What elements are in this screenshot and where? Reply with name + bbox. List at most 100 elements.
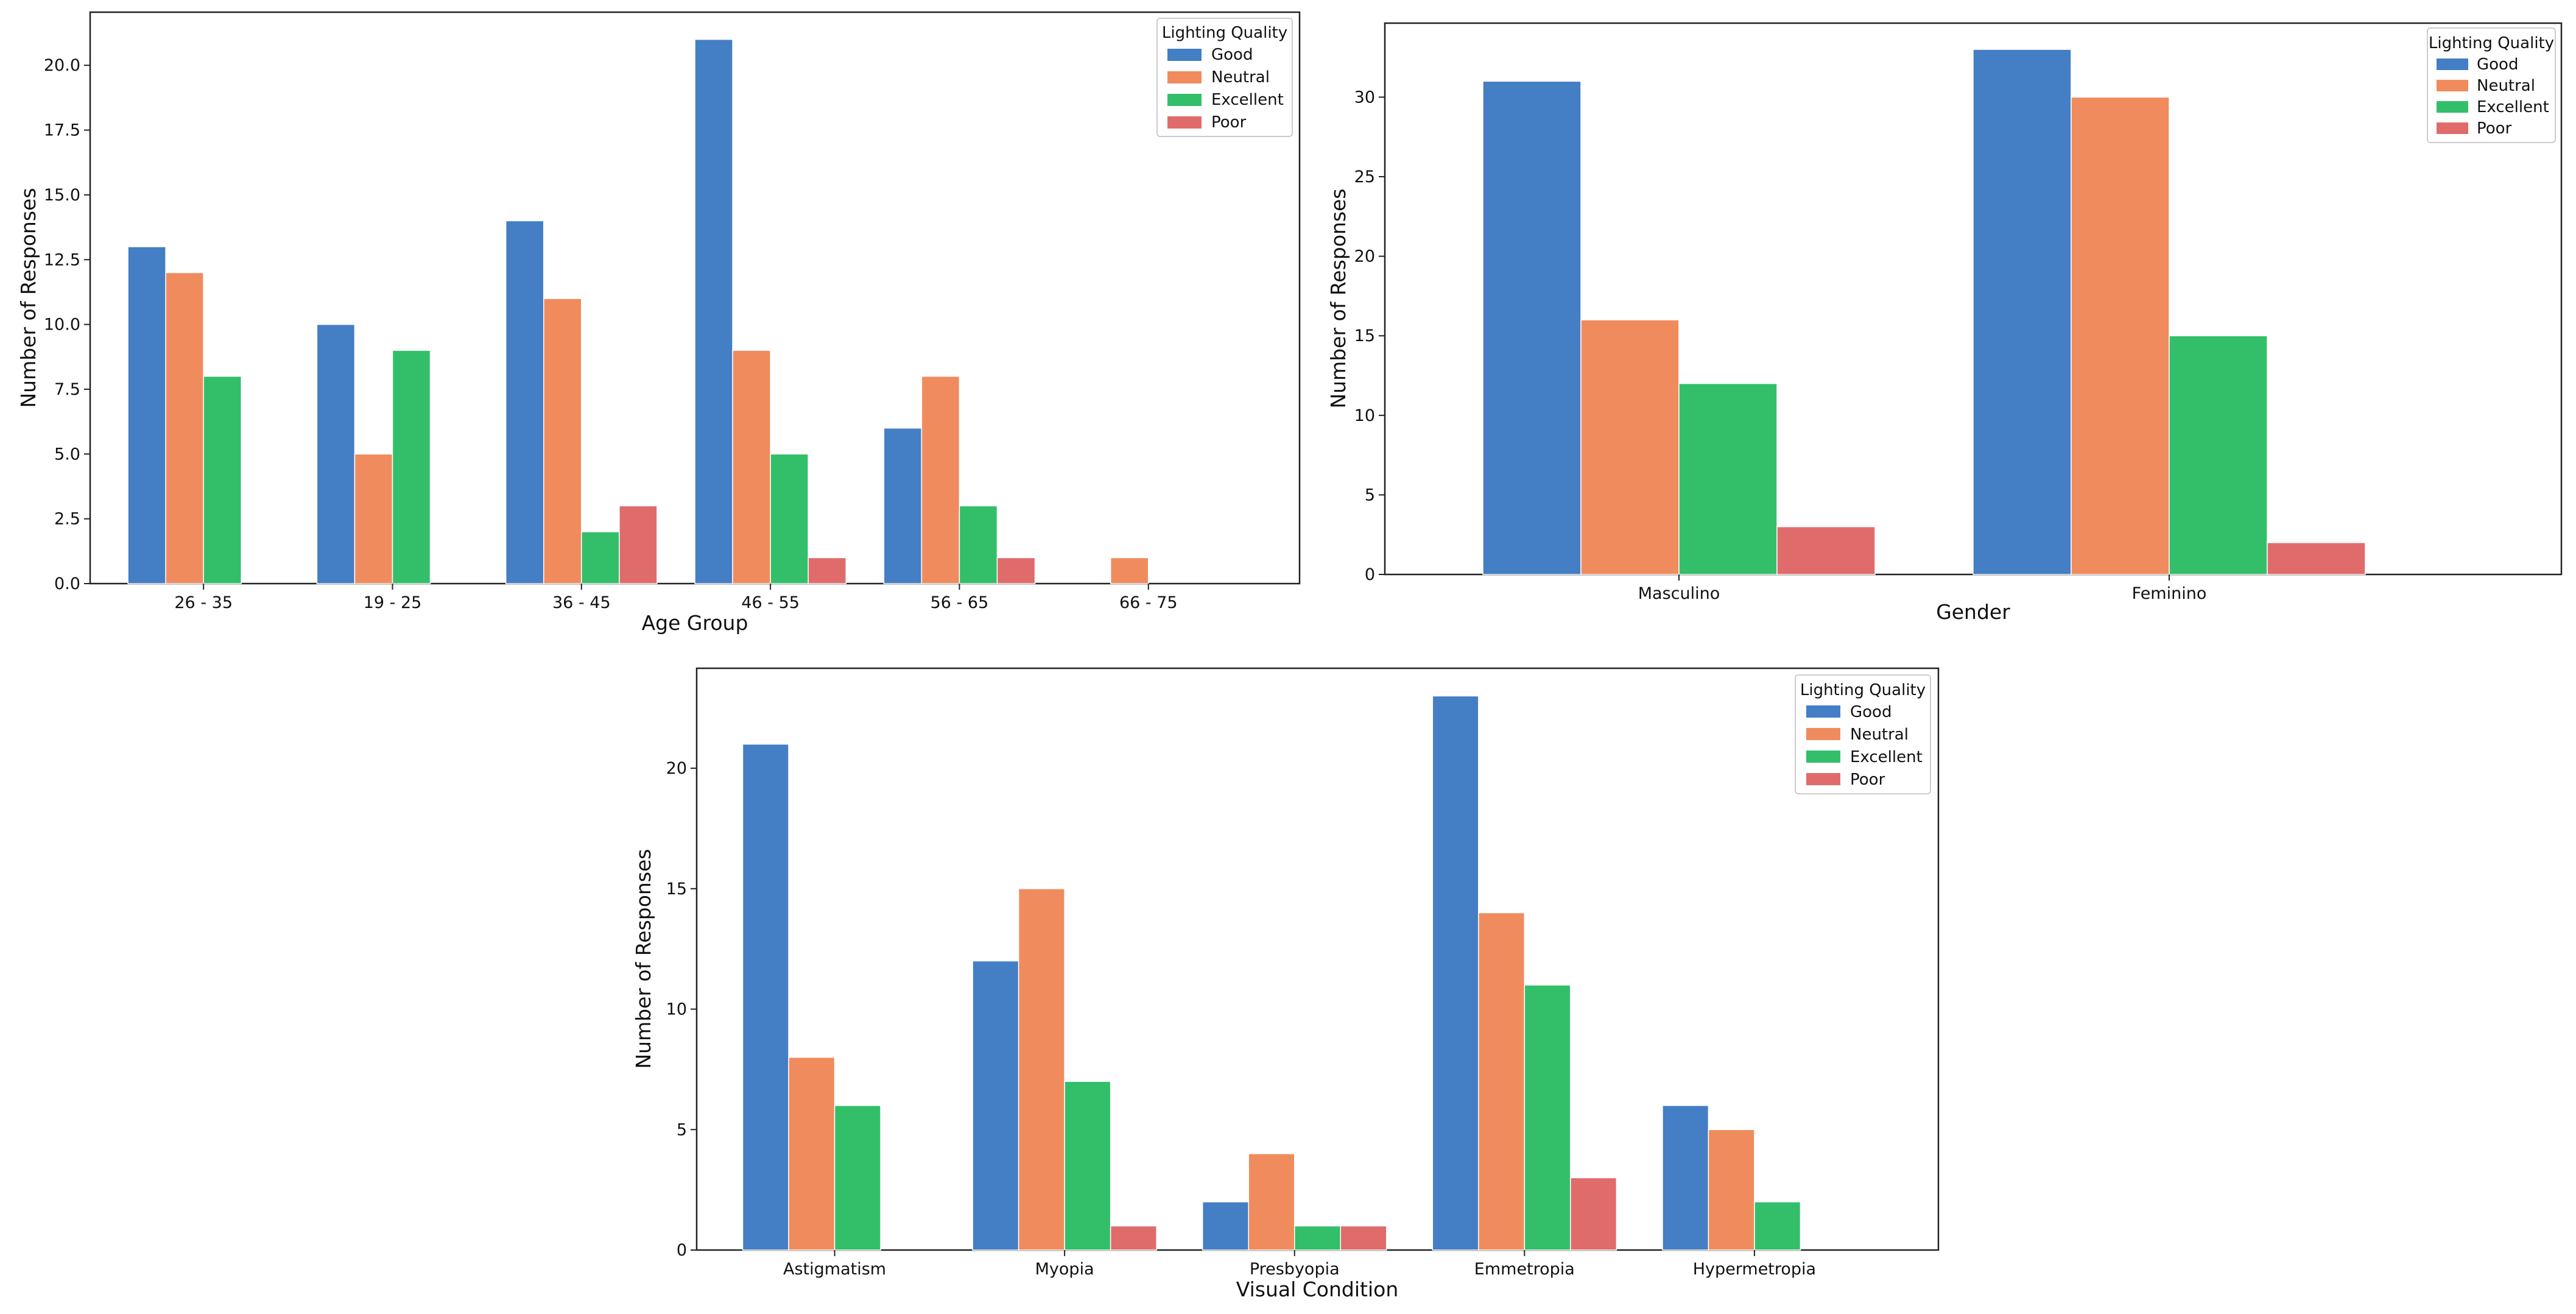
y-tick-label: 20.0	[44, 56, 80, 75]
bar-excellent-56-65	[959, 505, 998, 584]
bar-excellent-26-35	[203, 375, 242, 584]
bar-good-26-35	[127, 246, 166, 584]
y-tick-label: 10.0	[44, 316, 80, 334]
x-tick-label: Emmetropia	[1474, 1260, 1575, 1279]
y-tick-label: 15	[1354, 327, 1375, 345]
bar-neutral-masculino	[1580, 319, 1680, 575]
bar-neutral-66-75	[1110, 557, 1149, 584]
legend-label-neutral: Neutral	[1850, 726, 1909, 744]
x-axis: Astigmatism Myopia Presbyopia Emmetropia Hyp…	[783, 1250, 1816, 1279]
legend-label-excellent: Excellent	[1850, 748, 1923, 766]
y-tick-label: 0	[677, 1241, 687, 1260]
bar-neutral-36-45	[543, 298, 582, 584]
bar-good-hypermetropia	[1662, 1104, 1709, 1251]
bar-good-presbyopia	[1202, 1201, 1249, 1251]
y-tick-label: 5.0	[54, 445, 80, 464]
legend-title: Lighting Quality	[1162, 24, 1287, 42]
bar-excellent-presbyopia	[1293, 1225, 1342, 1251]
y-tick-label: 30	[1354, 88, 1375, 107]
bar-poor-presbyopia	[1340, 1225, 1387, 1251]
bar-poor-56-65	[996, 557, 1036, 584]
bar-excellent-hypermetropia	[1754, 1201, 1801, 1251]
legend-label-good: Good	[1211, 46, 1253, 64]
y-axis-label: Number of Responses	[632, 849, 655, 1069]
legend: Lighting Quality Good Neutral Excellent …	[2427, 27, 2556, 143]
bar-excellent-19-25	[392, 350, 431, 584]
bar-good-masculino	[1482, 80, 1582, 575]
chart-gender: 0 5 10 15 20 25 30 Masculino Feminino Gender Nu…	[1326, 22, 2563, 624]
bar-neutral-presbyopia	[1248, 1153, 1295, 1251]
bar-good-46-55	[694, 38, 733, 584]
bar-excellent-emmetropia	[1524, 984, 1571, 1251]
legend-label-excellent: Excellent	[1211, 91, 1284, 109]
bars	[742, 695, 1801, 1251]
x-tick-label: 56 - 65	[931, 593, 989, 612]
legend-swatch-excellent	[1806, 751, 1840, 763]
legend-box	[1795, 674, 1931, 794]
legend: Lighting Quality Good Neutral Excellent …	[1156, 18, 1293, 137]
bars	[1482, 49, 2366, 575]
bar-good-astigmatism	[742, 743, 789, 1251]
legend-label-poor: Poor	[2477, 119, 2512, 138]
y-tick-label: 15.0	[44, 186, 80, 205]
x-tick-label: 26 - 35	[174, 593, 233, 612]
legend-swatch-good	[1167, 49, 1202, 61]
chart-visual-condition: 0 5 10 15 20 Astigmatism Myopia Presbyopia Emme…	[632, 667, 1940, 1301]
y-tick-label: 25	[1354, 168, 1375, 186]
bar-neutral-emmetropia	[1478, 912, 1526, 1251]
y-tick-label: 5	[1365, 486, 1375, 504]
y-tick-label: 2.5	[54, 510, 80, 529]
chart-age-group: 0.0 2.5 5.0 7.5 10.0 12.5 15.0 17.5 20.0 26 - 35…	[16, 11, 1301, 635]
bar-neutral-19-25	[354, 453, 393, 584]
y-axis: 0 5 10 15 20	[666, 759, 697, 1260]
y-tick-label: 12.5	[44, 250, 80, 269]
legend-box	[1156, 18, 1293, 137]
bar-neutral-astigmatism	[788, 1056, 836, 1251]
legend: Lighting Quality Good Neutral Excellent …	[1795, 674, 1931, 794]
bar-excellent-masculino	[1678, 383, 1778, 575]
x-axis: 26 - 35 19 - 25 36 - 45 46 - 55 56 - 65 66 - …	[174, 584, 1178, 612]
legend-label-neutral: Neutral	[2477, 77, 2535, 95]
x-axis-label: Visual Condition	[1236, 1277, 1398, 1301]
y-tick-label: 7.5	[54, 380, 80, 399]
legend-swatch-excellent	[1167, 94, 1202, 106]
bar-neutral-myopia	[1018, 888, 1065, 1251]
y-tick-label: 0	[1365, 565, 1375, 584]
legend-swatch-neutral	[1806, 728, 1840, 740]
x-tick-label: Masculino	[1638, 584, 1720, 603]
legend-swatch-poor	[2437, 122, 2468, 134]
legend-swatch-good	[2437, 58, 2468, 70]
x-tick-label: Hypermetropia	[1693, 1260, 1816, 1279]
bar-good-36-45	[505, 220, 544, 584]
x-tick-label: 66 - 75	[1119, 593, 1178, 612]
x-tick-label: Astigmatism	[783, 1260, 886, 1279]
bar-good-emmetropia	[1432, 695, 1479, 1251]
y-tick-label: 10	[1354, 406, 1375, 425]
legend-title: Lighting Quality	[2429, 34, 2554, 52]
legend-label-excellent: Excellent	[2477, 98, 2549, 116]
legend-box	[2427, 27, 2556, 143]
legend-swatch-poor	[1167, 116, 1202, 129]
legend-swatch-neutral	[2437, 80, 2468, 91]
legend-label-poor: Poor	[1850, 771, 1885, 789]
bar-excellent-46-55	[770, 453, 809, 584]
x-axis-label: Gender	[1936, 600, 2010, 624]
x-tick-label: Feminino	[2132, 584, 2207, 603]
y-axis-label: Number of Responses	[1326, 188, 1350, 408]
bars	[127, 38, 1149, 584]
bar-poor-emmetropia	[1570, 1177, 1617, 1251]
bar-neutral-56-65	[921, 375, 960, 584]
legend-swatch-excellent	[2437, 101, 2468, 113]
y-axis: 0 5 10 15 20 25 30	[1354, 88, 1385, 584]
x-axis-label: Age Group	[642, 611, 748, 635]
y-tick-label: 0.0	[54, 574, 80, 593]
legend-title: Lighting Quality	[1800, 681, 1926, 699]
legend-label-good: Good	[1850, 703, 1892, 721]
bar-poor-36-45	[619, 505, 658, 584]
legend-label-poor: Poor	[1211, 113, 1247, 132]
bar-neutral-26-35	[165, 272, 204, 584]
bar-poor-46-55	[808, 557, 846, 584]
x-axis: Masculino Feminino	[1638, 574, 2207, 603]
bar-good-myopia	[972, 960, 1019, 1251]
